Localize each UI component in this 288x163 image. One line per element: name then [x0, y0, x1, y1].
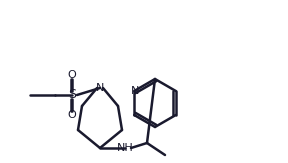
Text: S: S	[68, 89, 76, 102]
Text: NH: NH	[117, 143, 133, 153]
Text: N: N	[131, 86, 139, 96]
Text: N: N	[96, 83, 104, 93]
Text: O: O	[68, 110, 76, 120]
Text: O: O	[68, 70, 76, 80]
